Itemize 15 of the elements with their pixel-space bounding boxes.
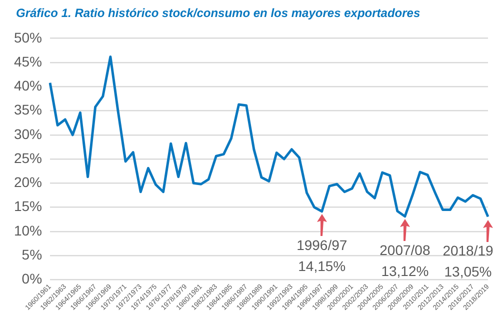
y-tick-label: 15% <box>14 198 42 214</box>
y-tick-label: 25% <box>14 150 42 166</box>
y-tick-label: 40% <box>14 78 42 94</box>
y-tick-label: 35% <box>14 102 42 118</box>
y-tick-label: 10% <box>14 222 42 238</box>
y-tick-label: 45% <box>14 53 42 70</box>
y-tick-label: 0% <box>22 270 42 287</box>
y-tick-label: 30% <box>14 126 42 142</box>
y-tick-label: 20% <box>14 174 42 190</box>
annotation: 2007/08 13,12% <box>380 242 430 280</box>
annotation: 2018/19 13,05% <box>442 242 494 280</box>
annotation: 1996/97 14,15% <box>296 237 348 274</box>
y-tick-label: 50% <box>14 29 42 46</box>
chart-title: Gráfico 1. Ratio histórico stock/consumo en los mayores exportadores <box>16 6 420 20</box>
y-tick-label: 5% <box>22 246 42 262</box>
